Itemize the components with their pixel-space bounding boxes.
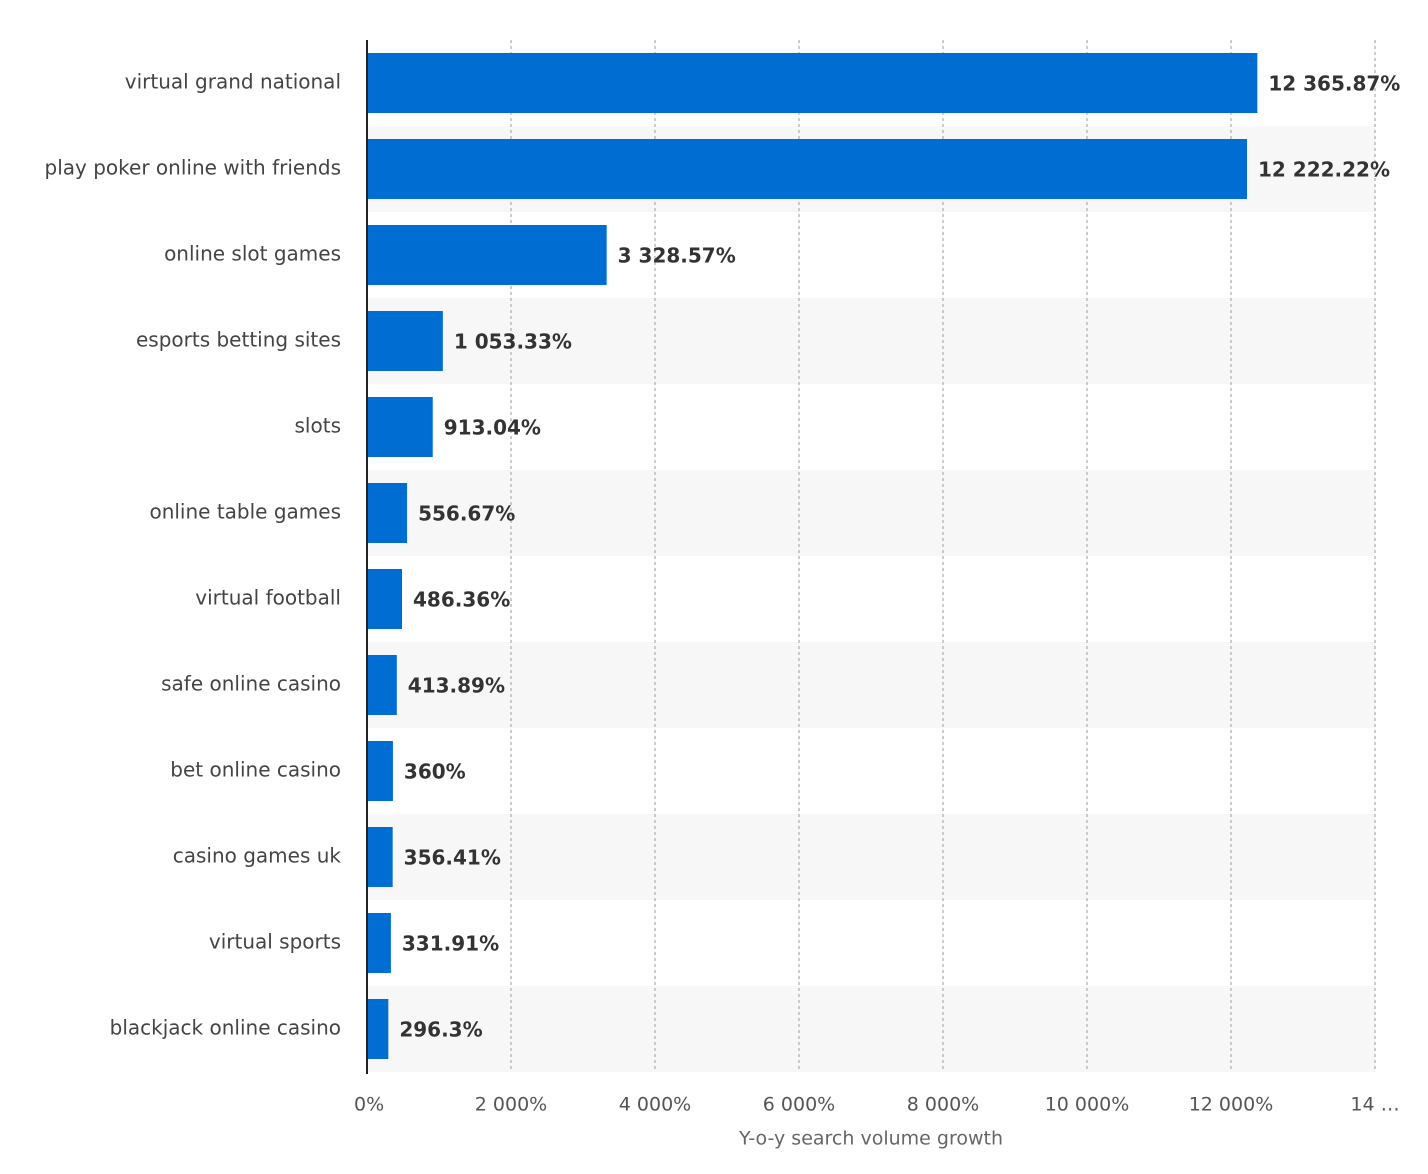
value-label: 3 328.57% — [618, 244, 736, 268]
x-tick-label: 14 … — [1350, 1094, 1399, 1116]
bar — [367, 397, 433, 457]
bar — [367, 569, 403, 629]
value-label: 296.3% — [399, 1018, 482, 1042]
x-tick-label: 10 000% — [1045, 1094, 1130, 1116]
value-label: 486.36% — [413, 588, 510, 612]
x-axis-label: Y-o-y search volume growth — [738, 1128, 1003, 1150]
x-tick-label: 6 000% — [763, 1094, 835, 1116]
x-tick-label: 4 000% — [619, 1094, 691, 1116]
value-label: 360% — [404, 760, 466, 784]
y-tick-label: play poker online with friends — [45, 156, 341, 180]
row-band — [367, 642, 1375, 728]
x-tick-label: 2 000% — [475, 1094, 547, 1116]
x-tick-label: 0% — [354, 1094, 384, 1116]
bar — [367, 913, 391, 973]
bar — [367, 655, 397, 715]
value-label: 1 053.33% — [454, 330, 572, 354]
row-band — [367, 814, 1375, 900]
value-label: 12 365.87% — [1268, 72, 1400, 96]
bar — [367, 139, 1247, 199]
y-tick-label: virtual sports — [209, 930, 341, 954]
row-band — [367, 986, 1375, 1072]
value-label: 913.04% — [444, 416, 541, 440]
y-tick-label: esports betting sites — [136, 328, 341, 352]
row-band — [367, 470, 1375, 556]
value-label: 556.67% — [418, 502, 515, 526]
y-tick-label: blackjack online casino — [110, 1016, 341, 1040]
bar — [367, 225, 607, 285]
grid — [510, 40, 1376, 1072]
y-tick-label: online slot games — [164, 242, 341, 266]
bar — [367, 53, 1258, 113]
y-tick-label: online table games — [149, 500, 341, 524]
y-tick-label: casino games uk — [173, 844, 342, 868]
bar — [367, 741, 393, 801]
value-label: 12 222.22% — [1258, 158, 1390, 182]
y-tick-label: bet online casino — [170, 758, 341, 782]
bar — [367, 999, 389, 1059]
row-band — [367, 298, 1375, 384]
y-tick-label: virtual grand national — [125, 70, 341, 94]
x-tick-label: 8 000% — [907, 1094, 979, 1116]
bar — [367, 483, 408, 543]
y-tick-label: slots — [295, 414, 341, 438]
x-tick-label: 12 000% — [1189, 1094, 1274, 1116]
y-tick-label: safe online casino — [161, 672, 341, 696]
y-tick-label: virtual football — [195, 586, 341, 610]
bars — [367, 53, 1258, 1059]
bar — [367, 311, 443, 371]
bands — [367, 126, 1375, 1072]
value-label: 331.91% — [402, 932, 499, 956]
value-label: 356.41% — [404, 846, 501, 870]
value-label: 413.89% — [408, 674, 505, 698]
bar — [367, 827, 393, 887]
